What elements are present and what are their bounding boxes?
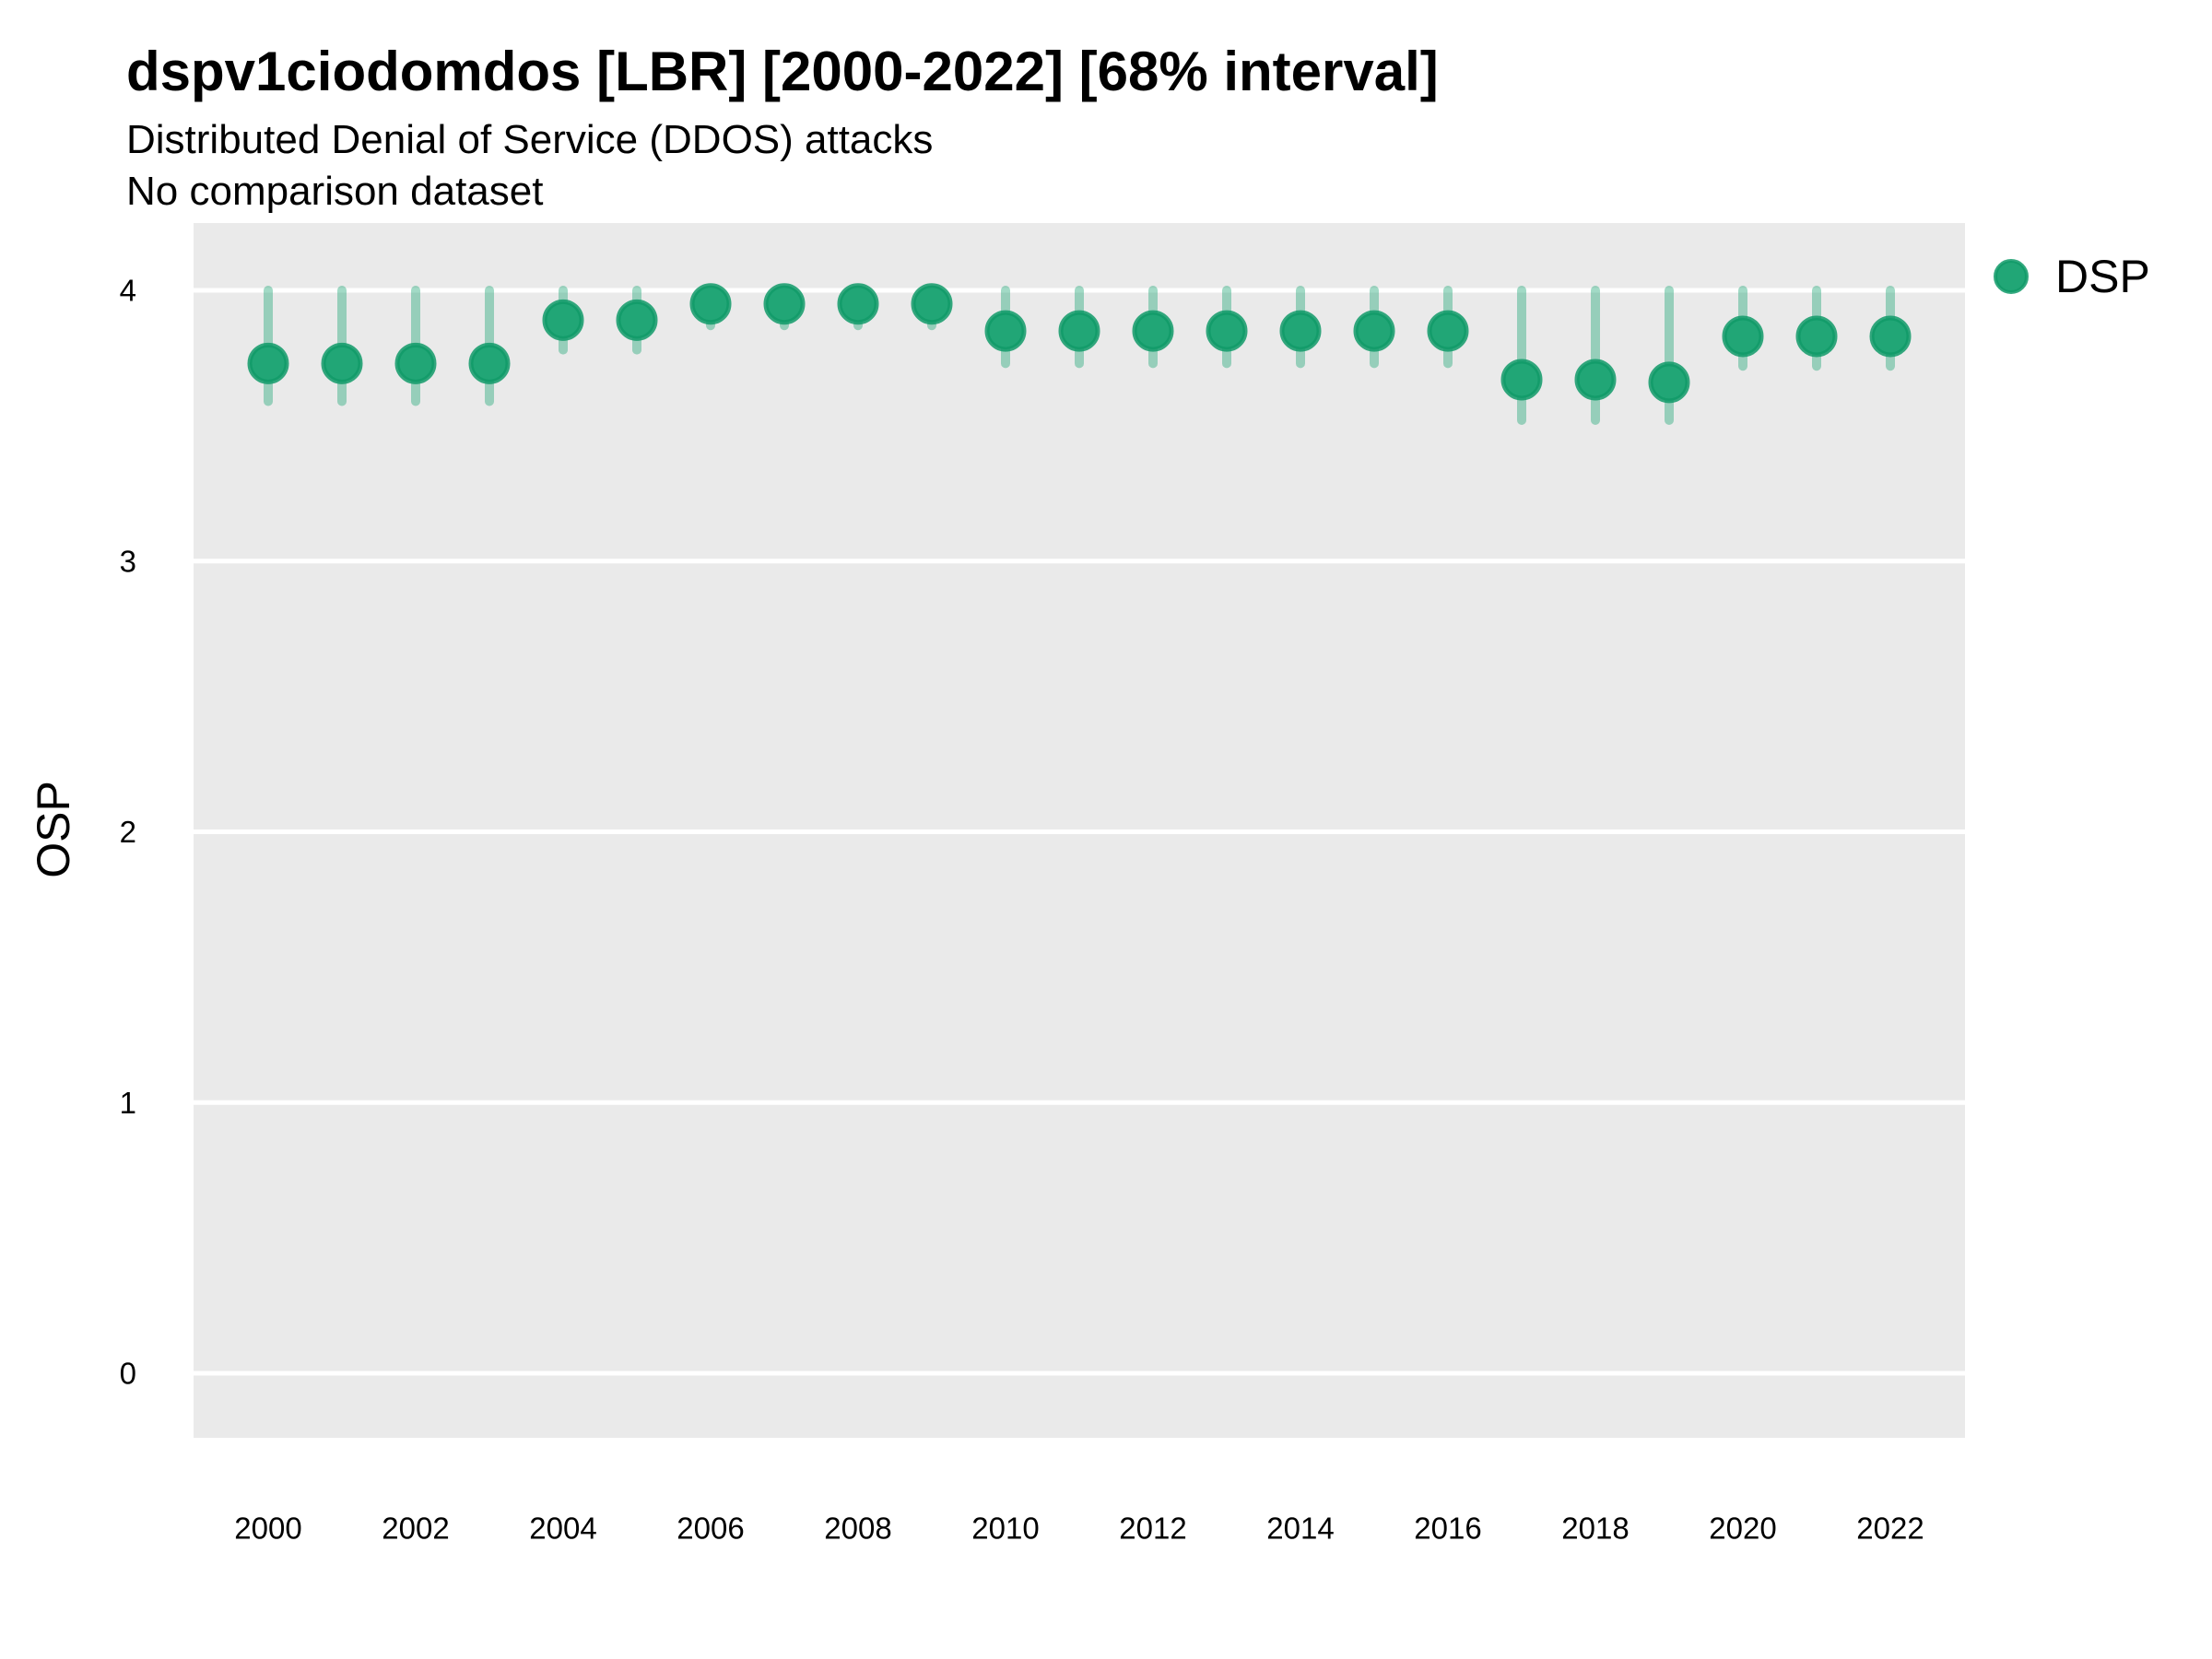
data-point-2007 [763,283,806,325]
y-tick-label-2: 2 [120,815,136,849]
x-tick-label-2018: 2018 [1561,1512,1629,1546]
data-point-2009 [911,283,953,325]
legend-marker-icon [1994,259,2029,294]
data-point-2003 [468,342,511,384]
data-point-2021 [1795,315,1838,358]
data-point-2019 [1648,361,1690,404]
y-tick-label-0: 0 [120,1357,136,1391]
data-point-2008 [837,283,879,325]
x-tick-label-2000: 2000 [234,1512,301,1546]
title-block: dspv1ciodomdos [LBR] [2000-2022] [68% in… [126,44,1439,218]
x-tick-label-2022: 2022 [1856,1512,1924,1546]
data-point-2017 [1500,359,1543,401]
data-point-2004 [542,299,584,341]
data-point-2014 [1279,310,1322,352]
data-point-2020 [1722,315,1764,358]
x-tick-label-2010: 2010 [971,1512,1039,1546]
data-point-2002 [394,342,437,384]
data-point-2013 [1206,310,1248,352]
x-tick-label-2016: 2016 [1414,1512,1481,1546]
y-tick-label-3: 3 [120,544,136,578]
chart-title: dspv1ciodomdos [LBR] [2000-2022] [68% in… [126,41,1439,102]
data-point-2006 [689,283,732,325]
x-tick-label-2004: 2004 [529,1512,596,1546]
y-axis-label: OSP [28,781,79,878]
x-tick-label-2012: 2012 [1119,1512,1186,1546]
x-tick-label-2008: 2008 [824,1512,891,1546]
y-tick-label-1: 1 [120,1086,136,1120]
data-point-2022 [1869,315,1912,358]
data-point-2011 [1058,310,1100,352]
x-tick-label-2006: 2006 [677,1512,744,1546]
x-tick-label-2002: 2002 [382,1512,449,1546]
data-point-2016 [1427,310,1469,352]
legend-label: DSP [2055,251,2150,302]
chart-note: No comparison dataset [126,169,544,215]
chart-subtitle: Distributed Denial of Service (DDOS) att… [126,117,934,162]
data-point-2018 [1574,359,1617,401]
data-point-2000 [247,342,289,384]
data-point-2005 [616,299,658,341]
y-tick-label-4: 4 [120,274,136,308]
data-point-2010 [984,310,1027,352]
x-tick-label-2020: 2020 [1709,1512,1776,1546]
data-point-2001 [321,342,363,384]
data-point-2012 [1132,310,1174,352]
data-point-2015 [1353,310,1395,352]
x-tick-label-2014: 2014 [1266,1512,1334,1546]
